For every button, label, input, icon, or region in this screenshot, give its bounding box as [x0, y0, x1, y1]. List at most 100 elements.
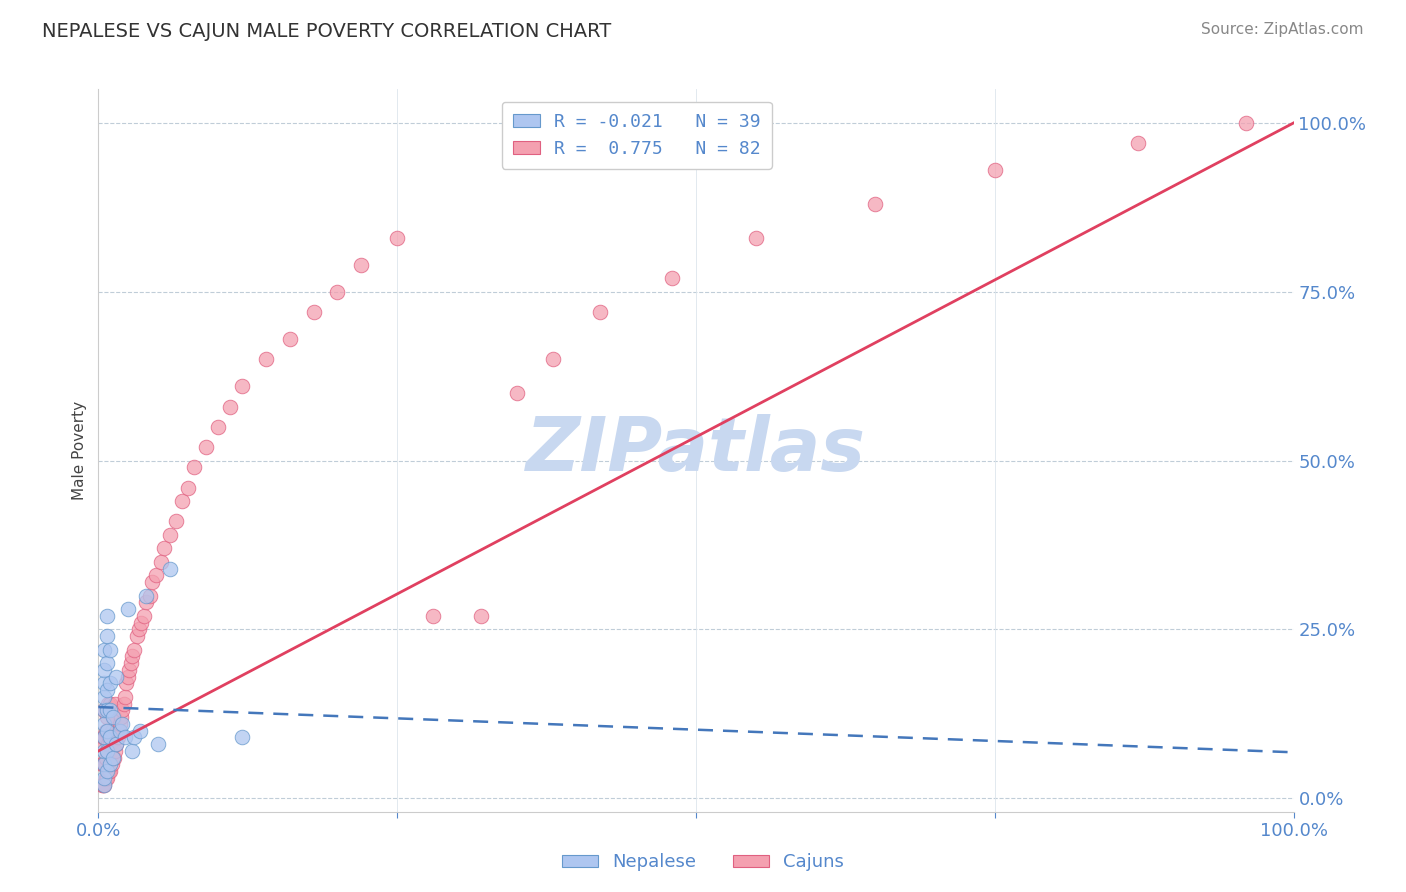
Point [93, 778, 115, 792]
Point [101, 710, 124, 724]
Point [105, 737, 128, 751]
Point [125, 629, 148, 643]
Point [93, 744, 115, 758]
Point [165, 514, 187, 528]
Point [98, 731, 122, 745]
Point [93, 703, 115, 717]
Point [117, 670, 139, 684]
Point [98, 703, 122, 717]
Point [110, 710, 132, 724]
Point [131, 615, 153, 630]
Point [91, 778, 114, 792]
Point [121, 649, 143, 664]
Point [254, 352, 277, 367]
Point [93, 771, 115, 785]
Point [91, 778, 114, 792]
Point [506, 386, 529, 401]
Point [124, 642, 146, 657]
Point [107, 723, 129, 738]
Point [94, 750, 117, 764]
Point [177, 481, 200, 495]
Point [101, 710, 124, 724]
Point [105, 737, 128, 751]
Point [96, 703, 118, 717]
Point [93, 663, 115, 677]
Point [132, 608, 155, 623]
Point [219, 400, 242, 414]
Point [1234, 116, 1257, 130]
Point [98, 764, 121, 779]
Point [111, 717, 134, 731]
Point [93, 778, 115, 792]
Point [93, 676, 115, 690]
Point [865, 197, 887, 211]
Point [100, 757, 122, 772]
Point [422, 608, 444, 623]
Point [589, 305, 612, 319]
Point [350, 258, 373, 272]
Point [98, 737, 122, 751]
Point [96, 723, 118, 738]
Point [98, 757, 122, 772]
Point [96, 764, 118, 779]
Point [97, 697, 120, 711]
Point [326, 285, 349, 299]
Point [112, 697, 135, 711]
Point [114, 690, 136, 704]
Point [984, 163, 1007, 178]
Point [141, 575, 163, 590]
Point [148, 737, 170, 751]
Point [96, 656, 118, 670]
Point [98, 676, 122, 690]
Point [278, 332, 301, 346]
Legend: R = -0.021   N = 39, R =  0.775   N = 82: R = -0.021 N = 39, R = 0.775 N = 82 [502, 102, 772, 169]
Point [231, 731, 253, 745]
Point [159, 561, 181, 575]
Point [231, 379, 253, 393]
Point [470, 608, 492, 623]
Point [93, 731, 115, 745]
Point [96, 629, 118, 643]
Point [101, 750, 124, 764]
Point [745, 231, 768, 245]
Point [93, 642, 115, 657]
Point [135, 595, 157, 609]
Point [91, 731, 114, 745]
Point [153, 541, 176, 556]
Point [101, 750, 124, 764]
Point [93, 717, 115, 731]
Point [104, 697, 127, 711]
Point [104, 744, 127, 758]
Point [114, 731, 136, 745]
Point [96, 744, 118, 758]
Legend: Nepalese, Cajuns: Nepalese, Cajuns [555, 847, 851, 879]
Point [111, 703, 134, 717]
Text: NEPALESE VS CAJUN MALE POVERTY CORRELATION CHART: NEPALESE VS CAJUN MALE POVERTY CORRELATI… [42, 22, 612, 41]
Point [159, 528, 181, 542]
Y-axis label: Male Poverty: Male Poverty [72, 401, 87, 500]
Text: Source: ZipAtlas.com: Source: ZipAtlas.com [1201, 22, 1364, 37]
Point [385, 231, 409, 245]
Point [149, 555, 172, 569]
Point [183, 460, 205, 475]
Point [1128, 136, 1150, 151]
Point [91, 737, 114, 751]
Point [98, 697, 122, 711]
Point [118, 663, 141, 677]
Point [117, 602, 139, 616]
Point [103, 710, 125, 724]
Point [207, 420, 229, 434]
Point [105, 670, 128, 684]
Point [172, 494, 194, 508]
Point [661, 271, 683, 285]
Point [115, 676, 138, 690]
Point [98, 764, 122, 779]
Point [97, 764, 120, 779]
Point [135, 589, 157, 603]
Point [139, 589, 162, 603]
Point [108, 717, 131, 731]
Point [129, 723, 152, 738]
Point [93, 757, 115, 772]
Point [93, 690, 115, 704]
Point [94, 723, 117, 738]
